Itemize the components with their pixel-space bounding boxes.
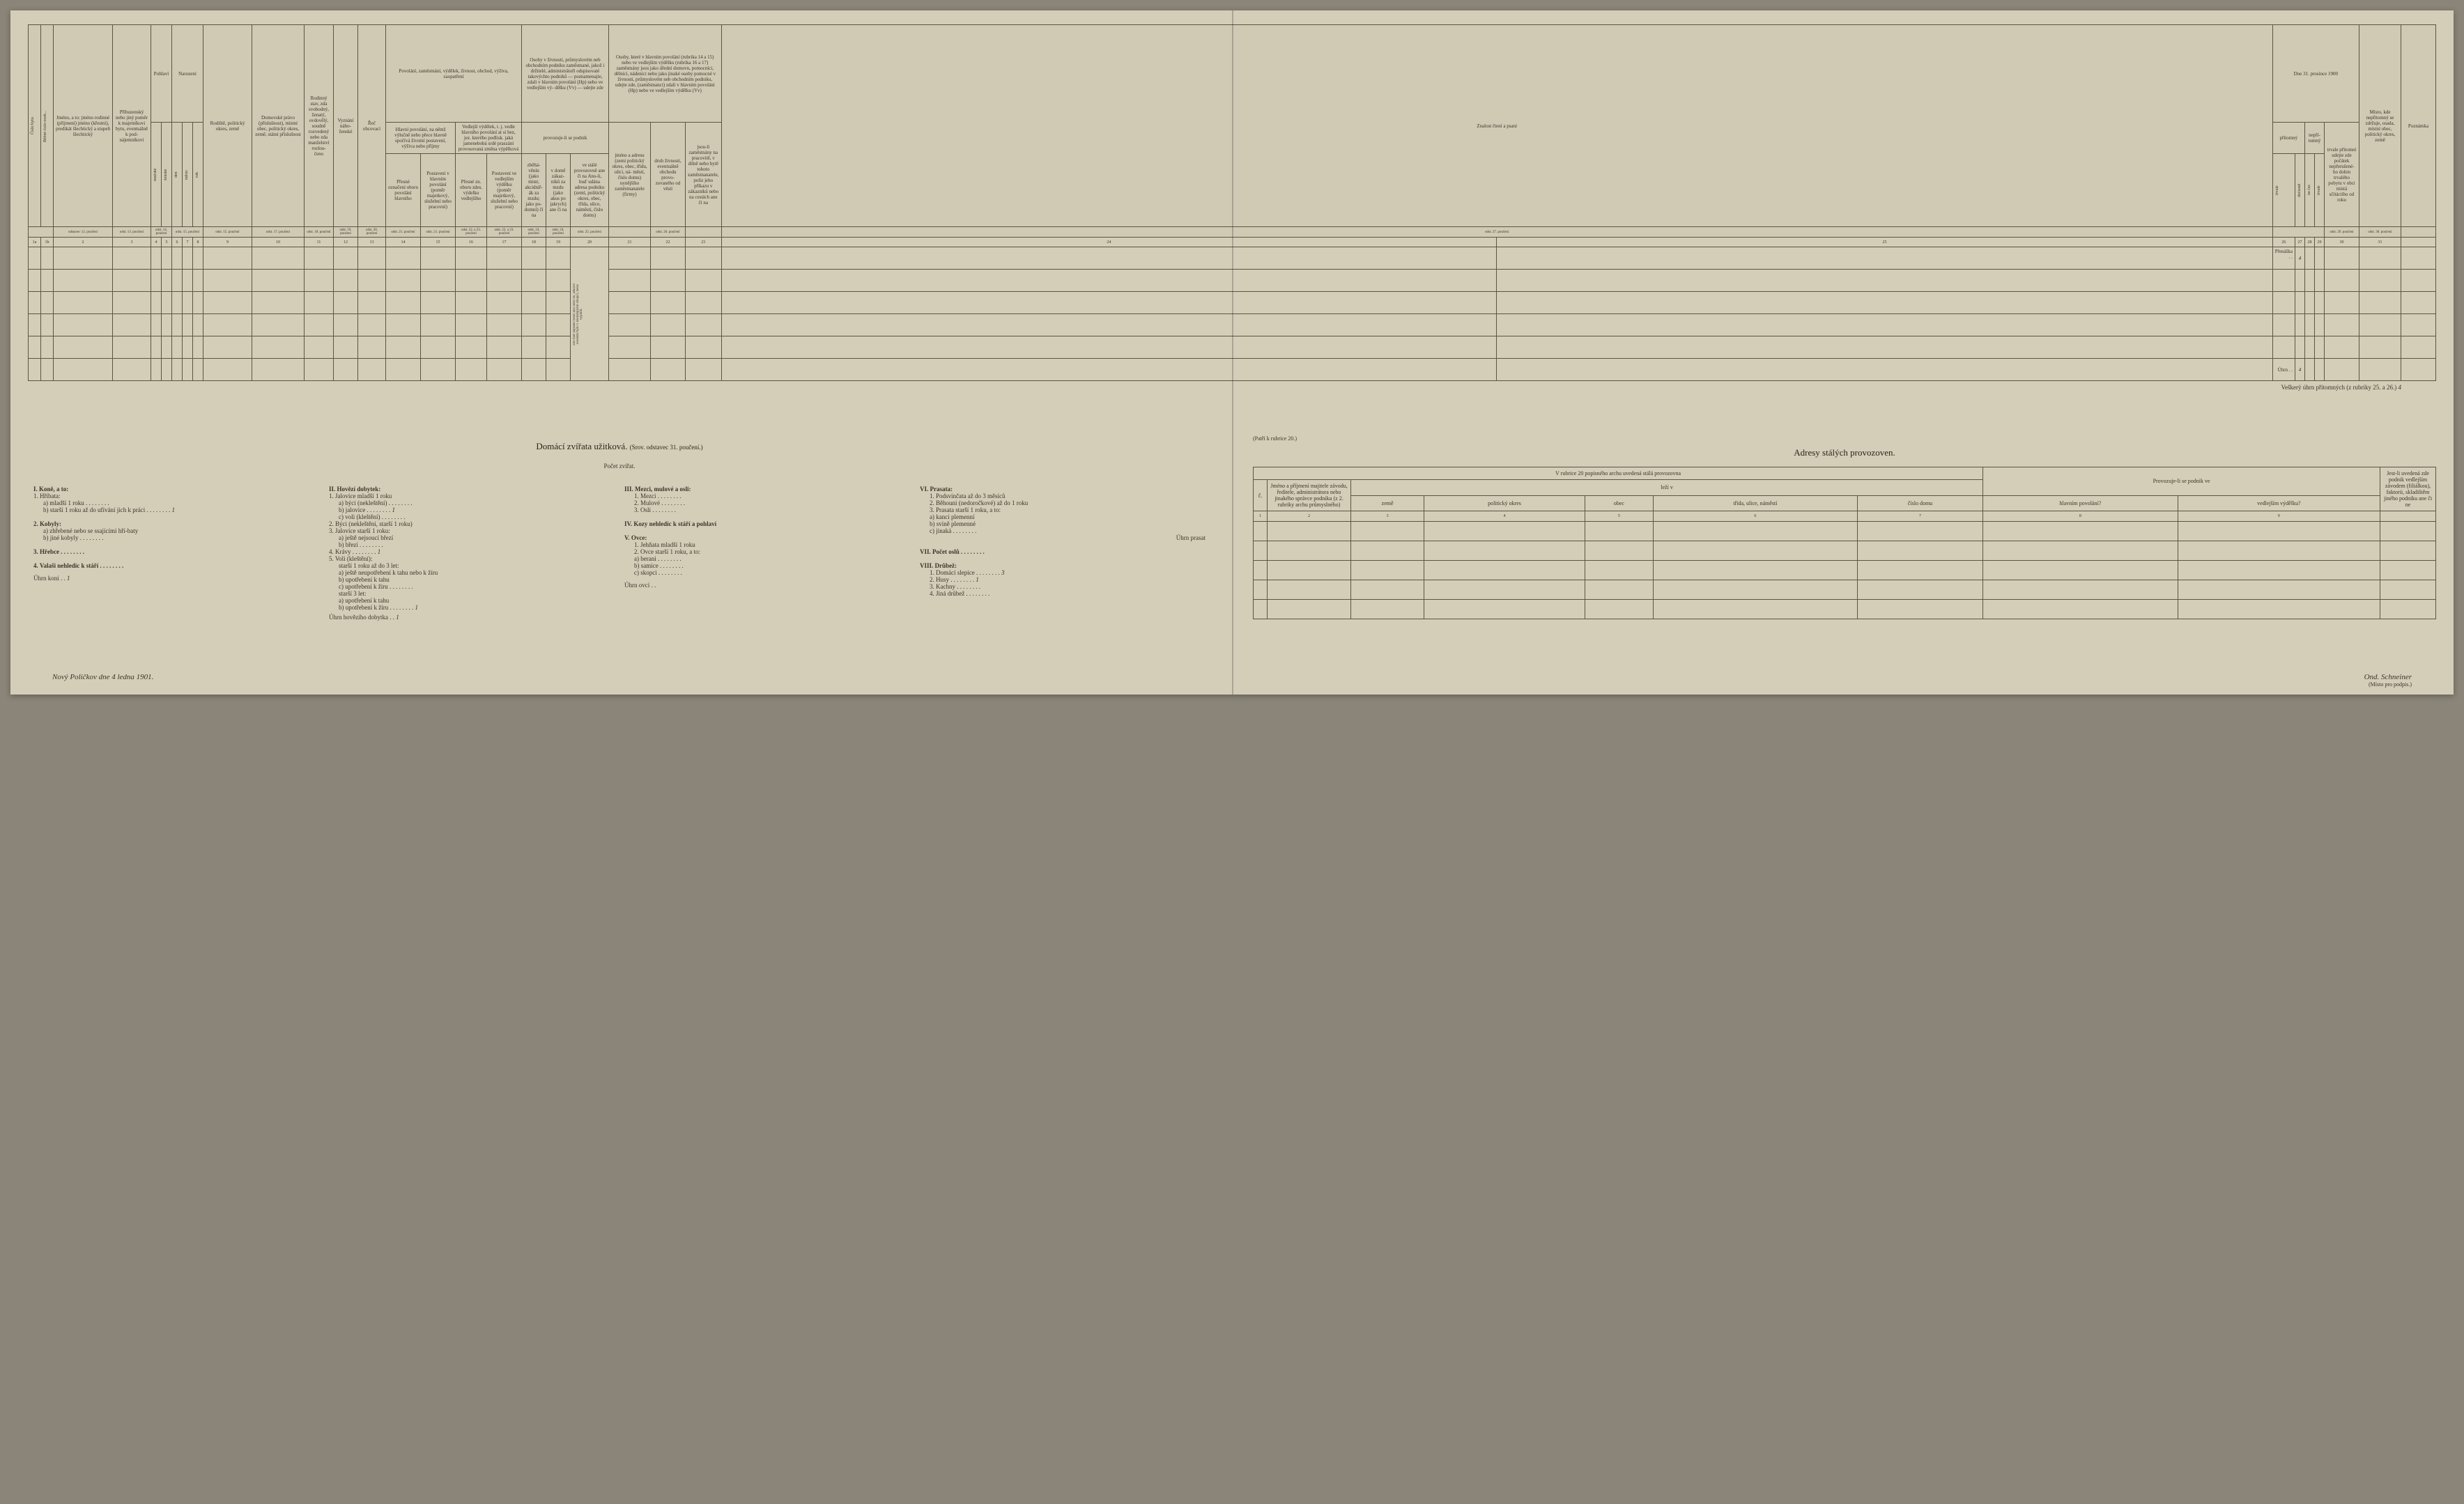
livestock-table: I. Koně, a to: 1. Hříbata: a) mladší 1 r…: [28, 475, 1211, 624]
livestock-title: Domácí zvířata užitková.: [536, 441, 627, 451]
hdr-nepritomny: nepří- tomný: [2305, 123, 2325, 154]
address-table: V rubrice 20 popisného archu uvedená stá…: [1253, 467, 2436, 619]
sig-place: Nový Poličkov: [52, 673, 97, 681]
col-bezne-cislo: Běžné číslo osob...: [43, 91, 47, 161]
hdr-vestale: ve stálé provozovně ane či na Ano-li, bu…: [571, 154, 609, 227]
sig-note: (Místo pro podpis.): [2364, 681, 2412, 688]
hdr-znalost: Znalost čtení a psaní: [721, 25, 2272, 227]
total-label: Veškerý úhrn přítomných (z rubriky 25. a…: [2281, 384, 2397, 391]
col-cislo-bytu: Číslo bytu: [31, 91, 35, 161]
table-row: [1254, 561, 2436, 580]
sig-name: Ond. Schneiner: [2364, 673, 2412, 681]
hdr-poznamka: Poznámka: [2401, 25, 2436, 227]
hdr-jmeno: Jméno, a to: jméno rodinné (příjmení) jm…: [54, 25, 113, 227]
hdr-rodiste: Rodiště, politický okres, země: [203, 25, 252, 227]
hdr-vdome: v domě zákaz- níků za mzdu (jako akus po…: [546, 154, 571, 227]
hdr-vyznani: Vyznání nábo- ženské: [334, 25, 358, 227]
hdr-dne: Dne 31. prosince 1900: [2272, 25, 2359, 123]
hdr-postaveni-v: Postavení ve vedlejším výdělku (poměr ma…: [487, 154, 522, 227]
hdr-osoby-hlavni: Osoby, které v hlavním povolání (rubrika…: [609, 25, 722, 123]
hdr-postaveni: Postavení v hlavním povolání (poměr maje…: [421, 154, 456, 227]
table-row: [1254, 522, 2436, 541]
hdr-provozuje: provozuje-li se podnik: [522, 123, 609, 154]
livestock-note: (Srov. odstavec 31. poučení.): [630, 444, 703, 451]
livestock-subtitle: Počet zvířat.: [28, 460, 1211, 475]
hdr-pritomny: přítomný: [2272, 123, 2304, 154]
hdr-misto: Místo, kde nepřítomný se zdržuje, osada,…: [2359, 25, 2401, 227]
prenaska-val: 4: [2295, 247, 2305, 270]
addr-title: Adresy stálých provozoven.: [1253, 442, 2436, 467]
hdr-stav: Rodinný stav, zda svobodný, ženatý, ovdo…: [305, 25, 334, 227]
table-row: [1254, 541, 2436, 561]
hdr-druh: druh živnosti, eventuálně obchodu provo-…: [651, 123, 686, 227]
uhrn-val: 4: [2295, 359, 2305, 381]
hdr-pribuz: Příbuzenský nebo jiný poměr k majetníkov…: [113, 25, 151, 227]
hdr-jsouli: jsou-li zaměstnány na pracovitě, v dílně…: [686, 123, 722, 227]
hdr-narozeni: Narození: [172, 25, 203, 123]
hdr-presne-v: Přesné zn. oboru zdes. výdelku vedlejšíh…: [456, 154, 487, 227]
table-row: [1254, 600, 2436, 619]
table-row: [1254, 580, 2436, 600]
hdr-jmeno-adr: jméno a adresu (zemi politický okres, ob…: [609, 123, 651, 227]
total-val: 4: [2398, 384, 2402, 391]
hdr-osoby-zivnost: Osoby v živnosti, průmyslovém neb obchod…: [522, 25, 609, 123]
addr-note: (Patří k rubrice 20.): [1253, 435, 2436, 442]
hdr-domov: Domovské právo (příslušnost), místní obe…: [252, 25, 305, 227]
hdr-povolani-group: Povolání, zaměstnání, výdělek, živnost, …: [386, 25, 522, 123]
hdr-hlavni-pov: Hlavní povolání, na němž výlučně nebo př…: [386, 123, 456, 154]
hdr-presne: Přesné označení oboru povolání hlavního: [386, 154, 421, 227]
prenaska-label: Přenáška . .: [2275, 249, 2293, 260]
uhrn-label: Úhrn . .: [2278, 367, 2293, 373]
hdr-trvale: trvale přítomní udejte zde počátek nepře…: [2325, 123, 2359, 227]
hdr-vedlejsi: Vedlejší výdělek, t. j. vedle hlavního p…: [456, 123, 522, 154]
hdr-pohlavi: Pohlaví: [151, 25, 172, 123]
hdr-zbeha: zběhá- věnín (jako mistr, akcidniř- ák z…: [522, 154, 546, 227]
hdr-rec: Řeč obcovací: [358, 25, 386, 227]
